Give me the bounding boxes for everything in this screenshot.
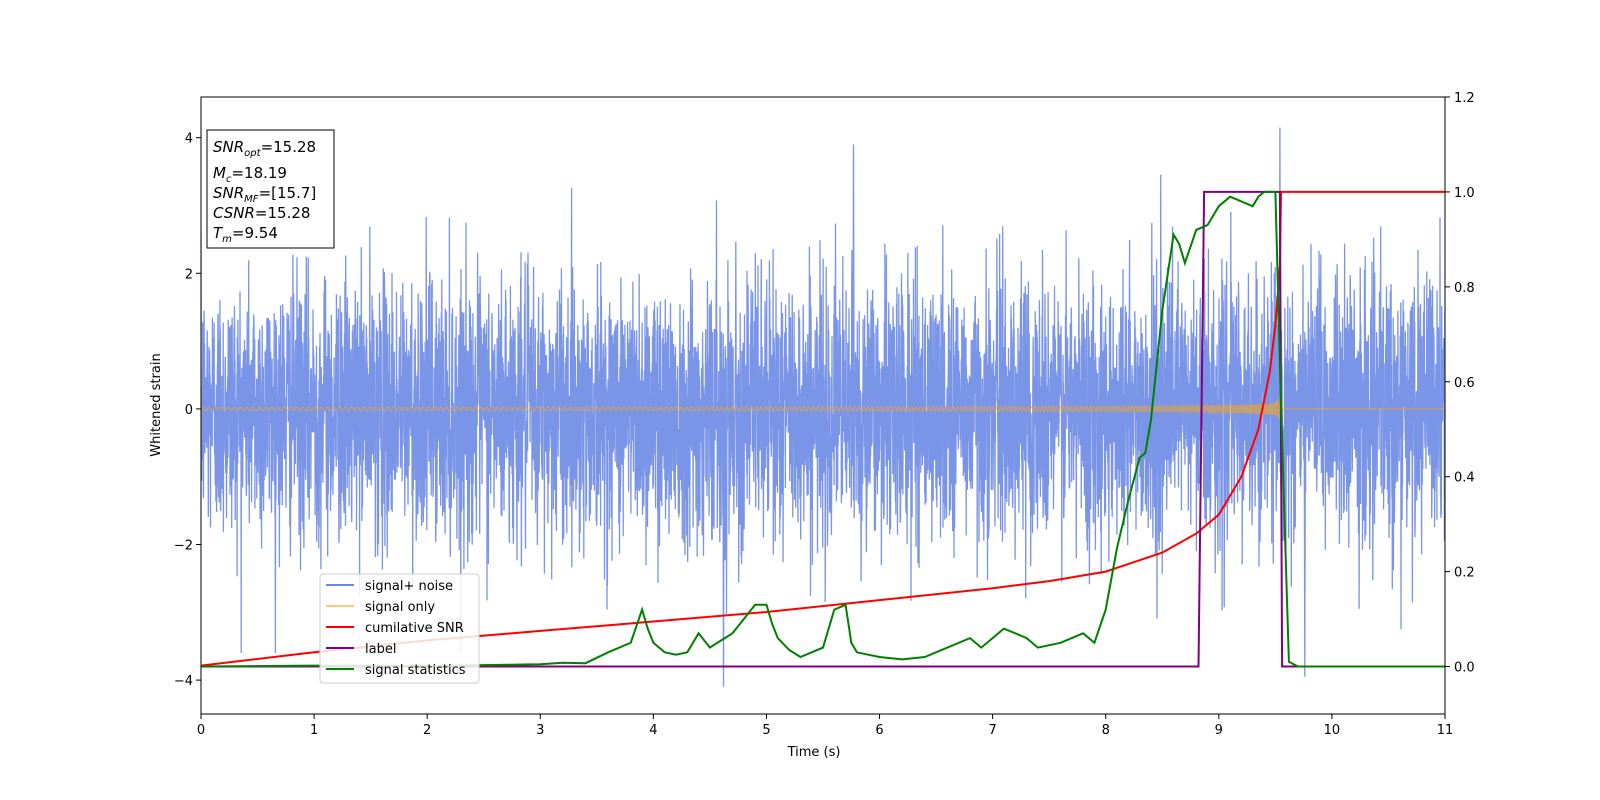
x-tick-label: 5 [762,723,770,738]
info-snr-opt: SNRopt=15.28 [213,138,316,159]
axes: 0 1 2 3 4 5 6 7 8 9 10 11 −4 −2 0 2 4 0.0 0.2 0.4 0.6 0.8 1.0 1… [174,91,1475,738]
y-tick-label-right: 0.8 [1454,281,1475,296]
y-axis-label: Whitened strain [149,353,164,456]
info-mc: Mc=18.19 [213,164,287,185]
x-tick-label: 11 [1437,723,1454,738]
info-box-frame [206,129,335,249]
x-tick-label: 4 [649,723,657,738]
x-tick-label: 10 [1324,723,1341,738]
legend-entry-signal: signal only [365,600,435,615]
x-tick-label: 2 [423,723,431,738]
series-signal-only [201,397,1445,421]
x-tick-label: 9 [1215,723,1223,738]
series-signal-statistics [201,190,1445,668]
plot-area [201,127,1445,687]
x-tick-label: 8 [1102,723,1110,738]
legend-entry-noise: signal+ noise [365,579,453,594]
y-tick-label-left: 2 [185,267,193,282]
info-box: SNRopt=15.28 Mc=18.19 SNRMF=[15.7] CSNR=… [206,129,335,249]
info-snr-mf: SNRMF=[15.7] [213,184,316,205]
series-signal-noise [201,127,1445,687]
y-tick-label-left: 0 [185,403,193,418]
x-tick-label: 3 [536,723,544,738]
y-tick-label-right: 0.6 [1454,376,1475,391]
y-tick-label-right: 0.4 [1454,471,1475,486]
y-tick-label-left: −2 [174,538,193,553]
info-tm: Tm=9.54 [213,224,278,245]
x-tick-label: 7 [988,723,996,738]
legend-frame [319,573,480,684]
axes-frame [200,96,1446,715]
legend-entry-label: label [365,642,396,657]
series-cumulative-snr [201,190,1445,667]
x-axis-label: Time (s) [787,745,841,760]
y-tick-label-right: 1.0 [1454,186,1475,201]
y-tick-label-right: 0.0 [1454,661,1475,676]
x-tick-label: 1 [310,723,318,738]
y-tick-label-right: 1.2 [1454,91,1475,106]
legend-entry-statistics: signal statistics [365,663,466,678]
y-tick-label-left: −4 [174,674,193,689]
y-tick-label-left: 4 [185,132,193,147]
y-tick-label-right: 0.2 [1454,566,1475,581]
legend-entry-cumulative-snr: cumilative SNR [365,621,464,636]
legend: signal+ noise signal only cumilative SNR… [319,573,480,684]
info-csnr: CSNR=15.28 [213,204,310,222]
x-tick-label: 0 [197,723,205,738]
x-tick-label: 6 [875,723,883,738]
